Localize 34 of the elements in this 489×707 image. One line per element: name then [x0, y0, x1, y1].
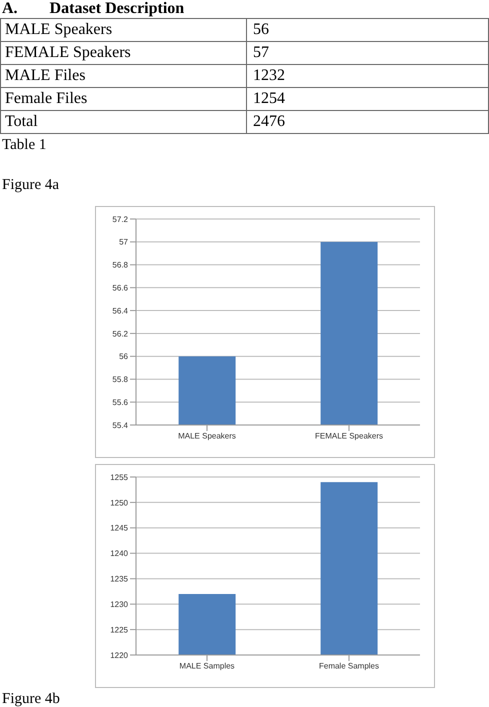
y-tick-label: 1250 [110, 498, 129, 508]
y-tick-label: 1245 [110, 524, 129, 533]
category-label: MALE Files [0, 64, 246, 88]
y-tick-label: 56.2 [112, 329, 129, 338]
y-tick-label: 55.8 [112, 375, 129, 384]
y-tick-label: 55.6 [112, 398, 129, 407]
y-tick-label: 56.4 [112, 306, 129, 316]
y-tick-label: 1225 [110, 625, 129, 634]
caption: Figure 4a [1, 176, 60, 194]
y-tick-label: 1220 [110, 650, 129, 660]
category-label: MALE Speakers [0, 18, 246, 42]
category-label: FEMALE Speakers [0, 42, 246, 64]
x-tick-label: Female Samples [318, 662, 380, 671]
y-tick-label: 1230 [110, 600, 129, 609]
x-tick-label: MALE Samples [179, 662, 235, 671]
y-tick-label: 56 [119, 352, 129, 362]
y-tick-label: 1240 [110, 549, 129, 558]
y-tick-label: 57 [119, 238, 129, 247]
category-label: Female Files [0, 88, 246, 110]
y-tick-label: 56.6 [112, 284, 129, 293]
caption: Figure 4b [1, 690, 61, 707]
y-tick-label: 57.2 [112, 214, 129, 224]
y-tick-label: 56.8 [112, 260, 129, 270]
y-tick-label: 1255 [110, 472, 129, 482]
data-label: 57 [246, 42, 488, 64]
y-tick-label: 1235 [110, 574, 129, 584]
text: A. Dataset Description [1, 0, 186, 18]
y-tick-label: 55.4 [112, 420, 129, 430]
data-label: 2476 [246, 110, 488, 134]
category-label: Total [0, 110, 246, 134]
caption: Table 1 [1, 136, 48, 154]
data-label: 1254 [246, 88, 488, 110]
data-label: 56 [246, 18, 488, 42]
data-label: 1232 [246, 64, 488, 88]
